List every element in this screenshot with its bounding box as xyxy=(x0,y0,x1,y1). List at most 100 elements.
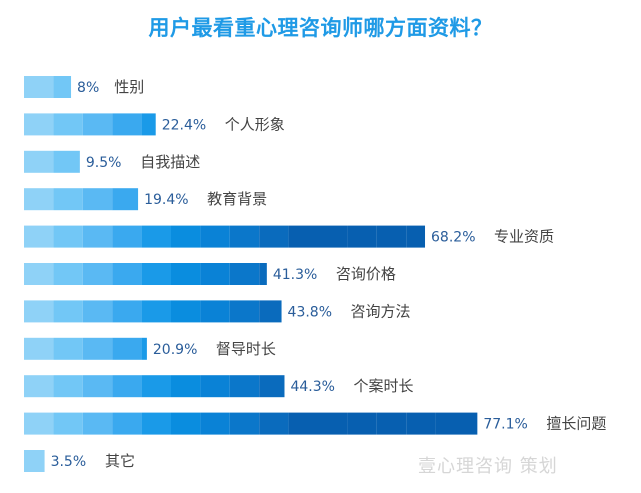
bar-segment xyxy=(24,188,54,211)
bar-segment xyxy=(465,412,478,435)
bar-segment xyxy=(141,113,156,136)
bar-segment xyxy=(53,412,83,435)
bar-segment xyxy=(259,225,289,248)
bar-segment xyxy=(435,412,465,435)
bar-segment xyxy=(200,300,230,323)
bar-segment xyxy=(53,300,83,323)
bar-segment xyxy=(200,412,230,435)
bar-segment xyxy=(112,412,142,435)
bar-segment xyxy=(141,412,171,435)
bar-segment xyxy=(24,150,54,173)
bar-segment xyxy=(112,375,142,398)
bar-segment xyxy=(229,225,260,248)
bar-segment xyxy=(141,300,171,323)
bar-row: 22.4% 个人形象 xyxy=(24,113,285,136)
bar-segment xyxy=(318,412,348,435)
bar-segment xyxy=(24,263,54,285)
bar-segment xyxy=(229,300,260,323)
bar-segment xyxy=(347,225,377,248)
bar-segment xyxy=(259,300,282,323)
category-label: 咨询方法 xyxy=(351,302,411,320)
bar-segment xyxy=(82,300,113,323)
bar-segment xyxy=(82,113,113,136)
bar-segment xyxy=(24,450,45,472)
category-label: 性别 xyxy=(114,78,144,96)
category-label: 自我描述 xyxy=(140,153,200,171)
category-label: 专业资质 xyxy=(494,228,554,246)
category-label: 督导时长 xyxy=(216,340,276,358)
chart-title: 用户最看重心理咨询师哪方面资料？ xyxy=(148,16,493,40)
bar-row: 20.9% 督导时长 xyxy=(24,337,276,360)
bar-segment xyxy=(141,375,171,398)
bar-segment xyxy=(112,113,142,136)
bar-segment xyxy=(318,225,348,248)
bar-segment xyxy=(82,225,113,248)
bar-segment xyxy=(24,76,54,98)
bar-segment xyxy=(200,225,230,248)
value-label: 41.3% xyxy=(273,267,317,283)
bar-row: 43.8% 咨询方法 xyxy=(24,300,411,323)
value-label: 3.5% xyxy=(51,454,87,470)
value-label: 9.5% xyxy=(86,155,122,171)
category-label: 个人形象 xyxy=(225,115,285,133)
bar-segment xyxy=(82,375,113,398)
bar-segment xyxy=(141,225,171,248)
bar-segment xyxy=(141,263,171,285)
value-label: 44.3% xyxy=(290,379,334,395)
bar-segment xyxy=(376,225,407,248)
value-label: 22.4% xyxy=(162,117,206,133)
bar-segment xyxy=(171,375,201,398)
bar-segment xyxy=(112,225,142,248)
bar-segment xyxy=(24,113,54,136)
bar-segment xyxy=(347,412,377,435)
bar-segment xyxy=(288,412,318,435)
bar-segment xyxy=(82,337,113,360)
bar-segment xyxy=(112,263,142,285)
bar-segment xyxy=(82,188,113,211)
bar-segment xyxy=(406,412,436,435)
bar-segment xyxy=(406,225,426,248)
bar-segment xyxy=(171,263,201,285)
value-label: 68.2% xyxy=(431,230,475,246)
bar-segment xyxy=(141,337,147,360)
bar-segment xyxy=(53,375,83,398)
bar-segment xyxy=(259,263,267,285)
bar-segment xyxy=(53,113,83,136)
bar-segment xyxy=(53,225,83,248)
bar-segment xyxy=(53,337,83,360)
category-label: 咨询价格 xyxy=(336,265,396,283)
bar-segment xyxy=(82,263,113,285)
bar-row: 3.5% 其它 xyxy=(24,450,135,472)
bar-segment xyxy=(112,300,142,323)
bar-segment xyxy=(24,412,54,435)
bar-segment xyxy=(259,412,289,435)
value-label: 8% xyxy=(77,80,99,96)
watermark: 壹心理咨询 策划 xyxy=(418,456,558,477)
value-label: 20.9% xyxy=(153,342,197,358)
category-label: 擅长问题 xyxy=(546,415,606,433)
bar-segment xyxy=(171,300,201,323)
bar-row: 19.4% 教育背景 xyxy=(24,188,267,211)
bar-segment xyxy=(24,300,54,323)
bar-segment xyxy=(53,263,83,285)
bar-row: 8% 性别 xyxy=(24,76,144,98)
bar-segment xyxy=(24,337,54,360)
bar-segment xyxy=(200,263,230,285)
bar-row: 68.2% 专业资质 xyxy=(24,225,554,248)
bar-row: 77.1% 擅长问题 xyxy=(24,412,606,435)
value-label: 43.8% xyxy=(288,304,332,320)
bar-segment xyxy=(24,225,54,248)
bar-segment xyxy=(288,225,318,248)
bar-segment xyxy=(229,263,260,285)
bar-segment xyxy=(376,412,407,435)
bar-segment xyxy=(259,375,285,398)
bar-segment xyxy=(53,188,83,211)
bar-segment xyxy=(229,375,260,398)
value-label: 19.4% xyxy=(144,192,188,208)
category-label: 教育背景 xyxy=(207,190,267,208)
bar-segment xyxy=(171,225,201,248)
bar-segment xyxy=(112,337,142,360)
bar-segment xyxy=(53,150,80,173)
bar-row: 41.3% 咨询价格 xyxy=(24,263,396,285)
